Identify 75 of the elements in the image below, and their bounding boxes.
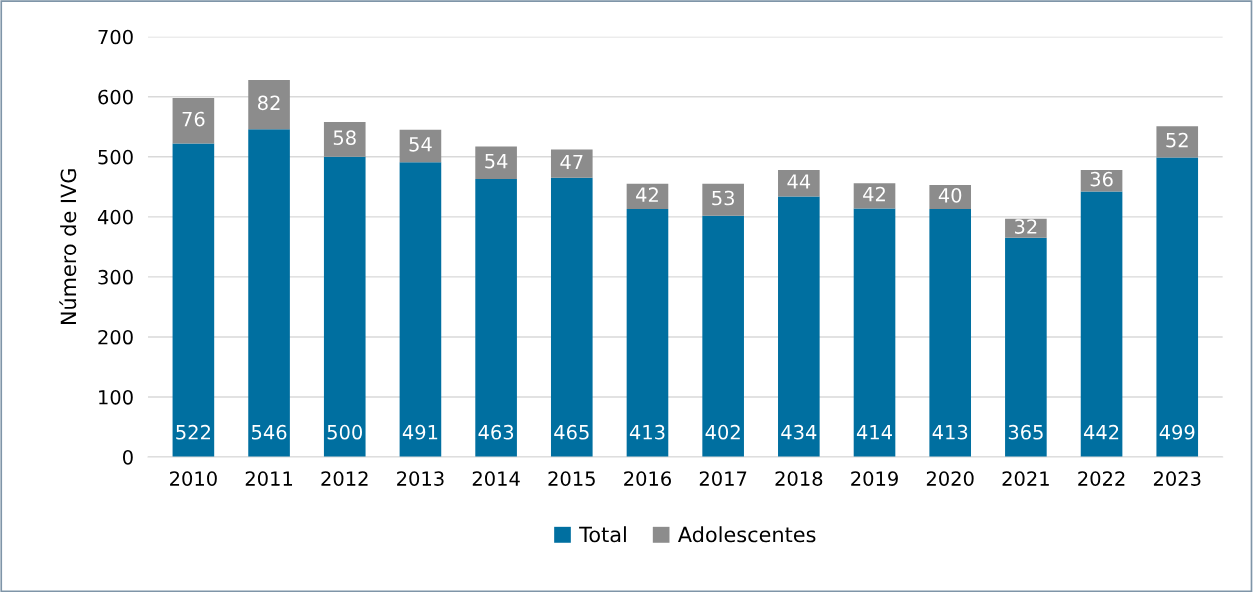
- bar: [248, 129, 290, 458]
- data-label: 499: [1159, 424, 1195, 440]
- x-tick-label: 2020: [926, 471, 974, 486]
- data-label: 54: [409, 137, 432, 152]
- y-tick-label: 400: [97, 209, 133, 225]
- data-label: 463: [478, 424, 514, 440]
- bar: [853, 208, 896, 458]
- x-tick-label: 2013: [397, 471, 444, 486]
- y-tick-label: 200: [98, 329, 133, 345]
- data-label: 413: [932, 424, 968, 440]
- x-tick-label: 2016: [624, 471, 671, 486]
- bar: [626, 209, 669, 458]
- x-tick-label: 2010: [170, 471, 217, 486]
- bar: [929, 209, 972, 458]
- data-label: 42: [863, 186, 885, 202]
- y-tick-label: 600: [98, 89, 133, 105]
- bar: [323, 121, 366, 157]
- data-label: 76: [182, 111, 205, 127]
- x-tick-label: 2023: [1153, 471, 1201, 486]
- data-label: 546: [252, 424, 287, 440]
- bar: [1080, 191, 1123, 458]
- bar: [475, 179, 517, 458]
- bar: [778, 196, 820, 458]
- x-tick-label: 2021: [1002, 471, 1049, 486]
- legend-label: Total: [579, 526, 626, 543]
- bar: [702, 215, 744, 458]
- data-label: 434: [781, 424, 817, 440]
- data-label: 52: [1166, 132, 1188, 148]
- data-label: 53: [712, 190, 734, 206]
- x-tick-label: 2011: [245, 471, 293, 486]
- bar: [1005, 237, 1047, 458]
- data-label: 414: [856, 425, 892, 440]
- bar: [1156, 157, 1199, 458]
- bar: [399, 162, 442, 458]
- data-label: 54: [485, 153, 508, 169]
- x-tick-label: 2012: [321, 471, 368, 486]
- bar: [248, 79, 290, 130]
- data-label: 32: [1014, 219, 1037, 234]
- bar: [1156, 126, 1199, 158]
- data-label: 522: [176, 424, 210, 440]
- data-label: 42: [636, 187, 658, 202]
- data-label: 40: [938, 187, 962, 203]
- bar: [778, 170, 820, 197]
- data-label: 465: [554, 424, 589, 440]
- y-tick-label: 500: [98, 149, 133, 165]
- x-tick-label: 2018: [775, 471, 823, 486]
- data-label: 402: [705, 424, 740, 440]
- y-tick-label: 0: [122, 449, 133, 465]
- x-tick-label: 2019: [851, 471, 898, 486]
- bar: [475, 146, 517, 180]
- x-tick-label: 2014: [472, 471, 520, 486]
- data-label: 413: [629, 424, 665, 440]
- x-tick-label: 2015: [548, 471, 595, 486]
- data-label: 82: [258, 95, 280, 111]
- bar: [172, 143, 215, 458]
- y-tick-label: 300: [98, 269, 133, 285]
- data-label: 44: [787, 174, 811, 189]
- y-tick-label: 100: [99, 389, 133, 405]
- data-label: 365: [1008, 424, 1043, 440]
- y-tick-label: 700: [98, 29, 133, 45]
- bar: [702, 183, 744, 216]
- data-label: 442: [1083, 424, 1119, 440]
- x-tick-label: 2022: [1078, 471, 1125, 486]
- data-label: 36: [1090, 171, 1113, 187]
- x-tick-label: 2017: [699, 471, 747, 486]
- y-axis-title: Número de IVG: [59, 169, 77, 325]
- bar: [550, 177, 593, 458]
- legend-label: Adolescentes: [677, 526, 816, 543]
- data-label: 58: [333, 130, 356, 146]
- data-label: 47: [560, 154, 583, 170]
- bar: [323, 156, 366, 458]
- bar: [550, 149, 593, 178]
- bar: [172, 97, 215, 144]
- data-label: 500: [327, 424, 363, 440]
- data-label: 491: [402, 424, 438, 440]
